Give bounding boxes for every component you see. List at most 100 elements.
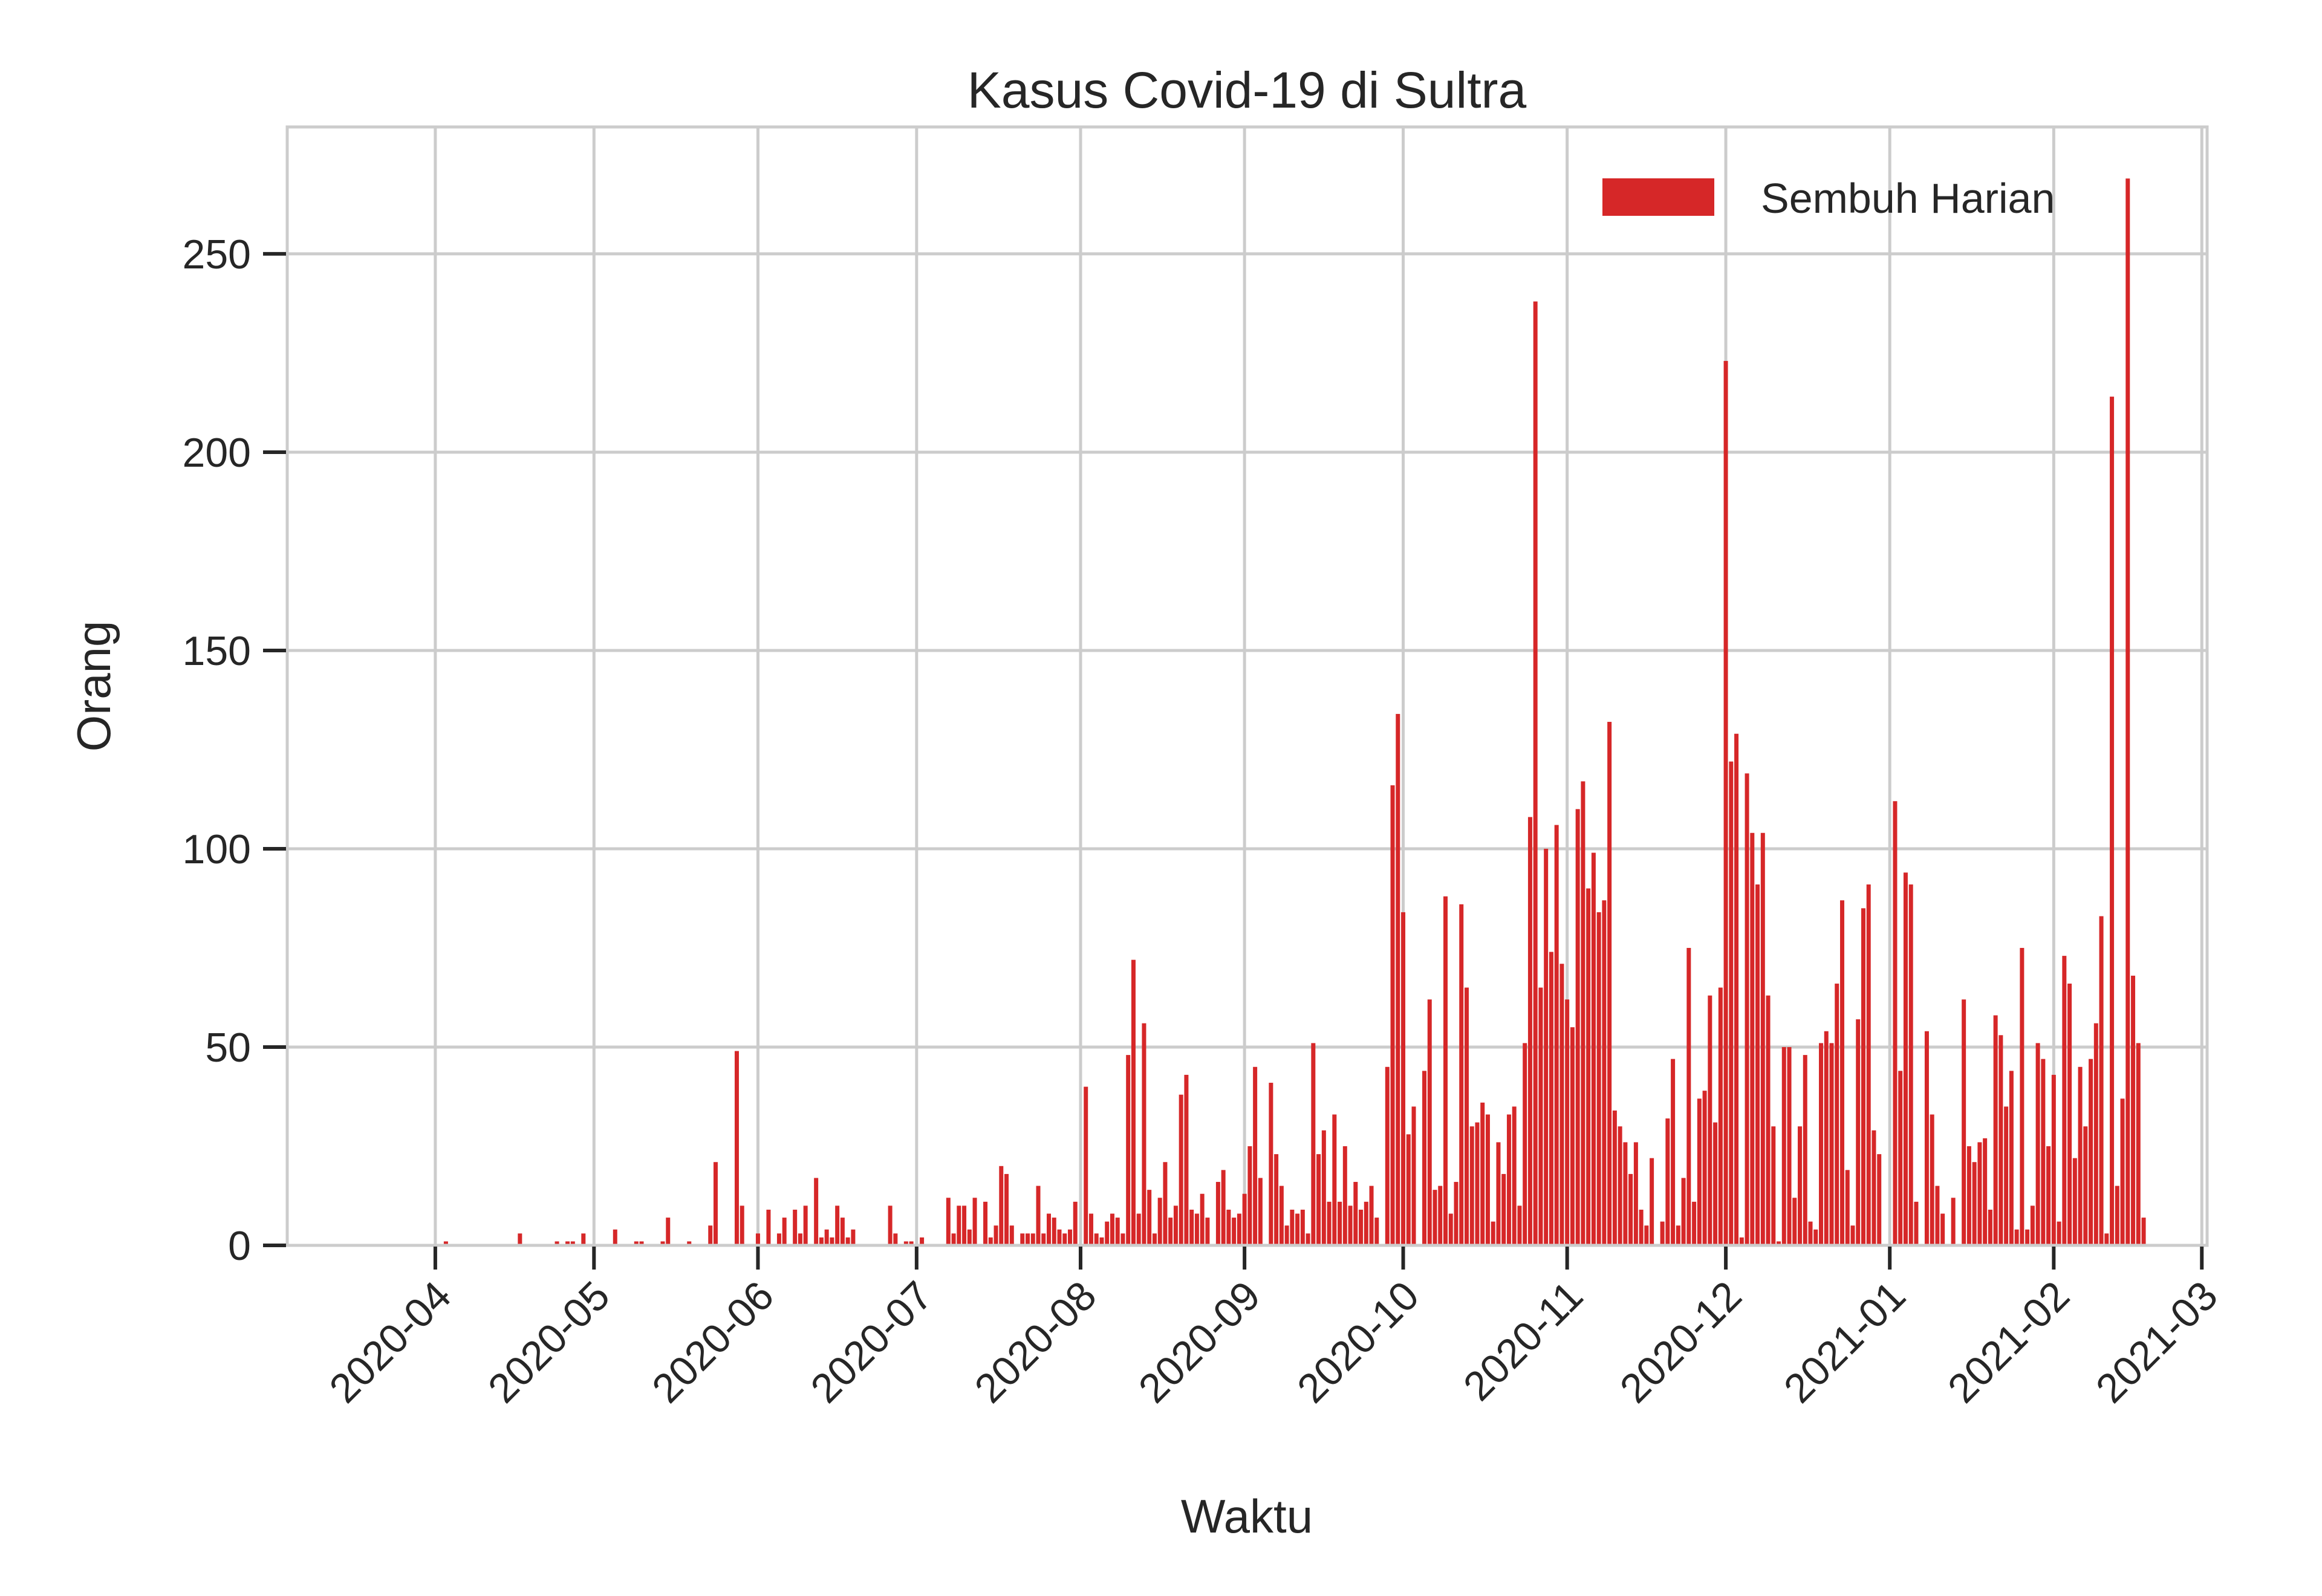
x-axis-label: Waktu bbox=[1181, 1490, 1313, 1543]
bar bbox=[1385, 1066, 1390, 1245]
bar bbox=[1311, 1043, 1316, 1245]
y-tick-label: 0 bbox=[228, 1223, 251, 1269]
bar bbox=[994, 1225, 998, 1245]
bar bbox=[766, 1209, 771, 1245]
bar bbox=[1559, 964, 1564, 1245]
bar bbox=[2110, 397, 2115, 1245]
bars-layer bbox=[443, 178, 2146, 1246]
bar bbox=[1041, 1233, 1046, 1245]
bar bbox=[554, 1241, 559, 1245]
bar bbox=[1633, 1142, 1638, 1245]
bar bbox=[1538, 987, 1543, 1245]
bar bbox=[1581, 781, 1585, 1245]
bar bbox=[1686, 947, 1691, 1245]
bar bbox=[1422, 1071, 1427, 1245]
bar bbox=[518, 1233, 522, 1245]
bar bbox=[2078, 1066, 2083, 1245]
bar bbox=[798, 1233, 802, 1245]
x-tick-label: 2020-07 bbox=[802, 1273, 941, 1412]
bar bbox=[2115, 1186, 2119, 1245]
bar bbox=[1734, 733, 1739, 1245]
bar bbox=[1951, 1198, 1956, 1245]
bar bbox=[1813, 1229, 1818, 1245]
bar bbox=[1544, 848, 1549, 1245]
bar bbox=[1496, 1142, 1501, 1245]
bar bbox=[1596, 912, 1601, 1245]
bar bbox=[1433, 1190, 1437, 1245]
bar bbox=[1702, 1091, 1707, 1245]
y-axis-label: Orang bbox=[67, 621, 120, 752]
bar bbox=[613, 1229, 617, 1245]
bar bbox=[782, 1218, 787, 1245]
bar bbox=[819, 1237, 824, 1245]
bar bbox=[2136, 1043, 2141, 1245]
bar bbox=[1623, 1142, 1628, 1245]
bar bbox=[1126, 1055, 1131, 1245]
bar bbox=[1877, 1154, 1882, 1245]
bar bbox=[1718, 987, 1723, 1245]
bar bbox=[1549, 952, 1553, 1245]
bar bbox=[1390, 785, 1395, 1245]
bar bbox=[1242, 1193, 1247, 1245]
bar bbox=[1348, 1205, 1353, 1245]
bar bbox=[1427, 999, 1432, 1245]
bar bbox=[1194, 1213, 1199, 1245]
bar bbox=[1464, 987, 1469, 1245]
legend-label: Sembuh Harian bbox=[1761, 175, 2055, 222]
bar bbox=[1062, 1233, 1067, 1245]
bar bbox=[1258, 1178, 1263, 1245]
bar bbox=[1374, 1218, 1379, 1245]
bar bbox=[1115, 1218, 1120, 1245]
bar bbox=[1575, 809, 1580, 1245]
x-tick-label: 2020-10 bbox=[1289, 1273, 1428, 1412]
bar bbox=[1819, 1043, 1823, 1245]
bar bbox=[1411, 1106, 1416, 1245]
bar bbox=[1184, 1074, 1189, 1245]
bar bbox=[2083, 1126, 2088, 1245]
bar bbox=[1977, 1142, 1982, 1245]
bar bbox=[1781, 1046, 1786, 1245]
bar bbox=[1226, 1209, 1231, 1245]
bar bbox=[1353, 1182, 1358, 1245]
y-tick-label: 100 bbox=[183, 826, 251, 872]
bar bbox=[845, 1237, 850, 1245]
plot-background bbox=[287, 127, 2207, 1245]
bar bbox=[1644, 1225, 1649, 1245]
x-tick-label: 2020-08 bbox=[966, 1273, 1105, 1412]
y-tick-label: 200 bbox=[183, 430, 251, 476]
y-tick-label: 150 bbox=[183, 628, 251, 674]
bar bbox=[1760, 832, 1765, 1245]
x-tick-label: 2020-11 bbox=[1455, 1273, 1592, 1410]
bar bbox=[1105, 1221, 1110, 1245]
x-tick-label: 2020-05 bbox=[480, 1273, 619, 1412]
bar bbox=[2020, 947, 2024, 1245]
bar bbox=[1295, 1213, 1300, 1245]
bar bbox=[2067, 984, 2072, 1245]
bar bbox=[1026, 1233, 1030, 1245]
bar bbox=[1448, 1213, 1453, 1245]
bar bbox=[755, 1233, 760, 1245]
bar bbox=[1004, 1173, 1009, 1245]
bar bbox=[893, 1233, 898, 1245]
bar bbox=[1962, 999, 1966, 1245]
bar bbox=[1697, 1098, 1702, 1245]
bar bbox=[1771, 1126, 1776, 1245]
bar bbox=[1237, 1213, 1241, 1245]
bar bbox=[2125, 178, 2130, 1245]
bar bbox=[1052, 1218, 1056, 1245]
bar bbox=[1047, 1213, 1052, 1245]
bar bbox=[1908, 884, 1913, 1245]
bar bbox=[2014, 1229, 2019, 1245]
bar bbox=[1777, 1241, 1781, 1245]
bar bbox=[1935, 1186, 1940, 1245]
bar bbox=[1517, 1205, 1522, 1245]
bar bbox=[1872, 1130, 1876, 1245]
bar bbox=[1338, 1201, 1342, 1245]
bar bbox=[1491, 1221, 1495, 1245]
bar bbox=[1232, 1218, 1237, 1245]
bar bbox=[1327, 1201, 1332, 1245]
bar bbox=[687, 1241, 692, 1245]
bar bbox=[1792, 1198, 1797, 1245]
bar bbox=[1020, 1233, 1025, 1245]
bar bbox=[1142, 1023, 1146, 1245]
